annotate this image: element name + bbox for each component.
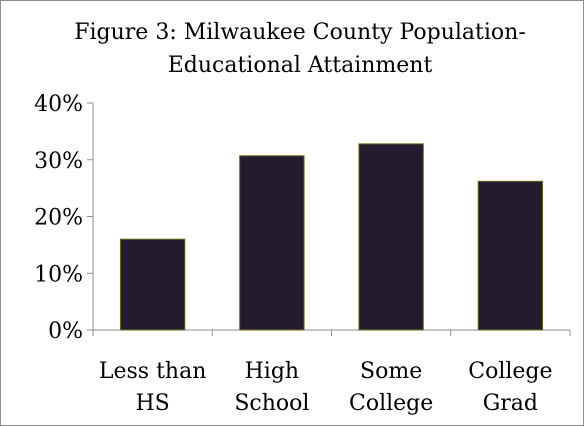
x-category-label: Less than [99,359,207,384]
x-category-label: Grad [483,391,538,416]
bar-2 [239,155,305,331]
chart-title-line-2: Educational Attainment [167,53,433,78]
x-category-label: HS [135,391,169,416]
y-tick-label: 0% [48,319,83,344]
x-category-label: High [245,359,299,384]
chart-title-line-1: Figure 3: Milwaukee County Population- [74,20,526,45]
x-category-label: School [234,391,309,416]
chart-title: Figure 3: Milwaukee County Population- E… [40,16,560,82]
y-tick-label: 20% [34,206,83,231]
bar-4 [477,180,544,331]
x-category-label: College [468,359,552,384]
y-tick-label: 30% [34,149,83,174]
bar-3 [358,143,424,331]
y-tick-label: 10% [34,262,83,287]
bar-1 [119,238,186,331]
y-tick-label: 40% [34,92,83,117]
x-category-label: Some [360,359,422,384]
x-category-label: College [349,391,433,416]
